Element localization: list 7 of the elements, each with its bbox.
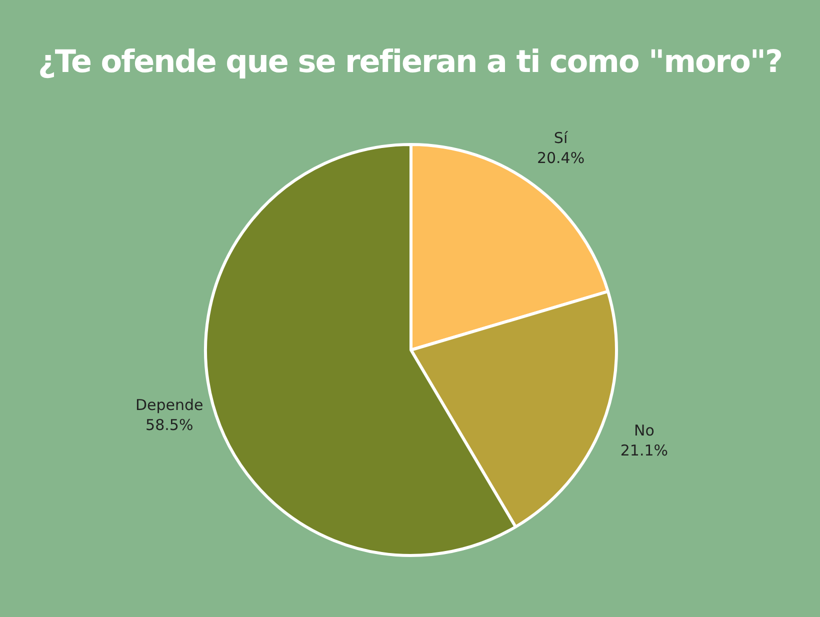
data-label: 21.1%	[620, 441, 668, 460]
data-label: 58.5%	[146, 416, 194, 434]
data-label: 20.4%	[536, 149, 585, 168]
slice-label: Sí	[554, 129, 568, 148]
chart-title: ¿Te ofende que se refieran a ti como "moro"?	[36, 44, 784, 80]
slice-label: Depende	[135, 396, 204, 414]
slice-label: No	[634, 421, 654, 440]
